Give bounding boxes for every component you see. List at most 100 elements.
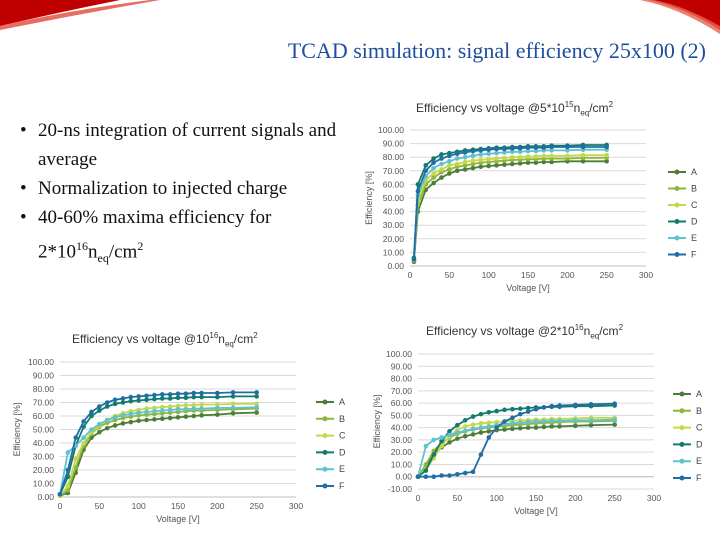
data-point-A <box>478 430 484 435</box>
data-point-E <box>439 161 444 167</box>
y-tick-label: 70.00 <box>33 398 55 408</box>
data-point-E <box>455 430 460 435</box>
legend-marker-F <box>679 475 685 481</box>
data-point-E <box>65 450 71 455</box>
legend-label-E: E <box>691 233 697 243</box>
data-point-F <box>517 146 523 151</box>
data-point-C <box>230 401 236 407</box>
data-point-E <box>454 156 460 161</box>
series-line-E <box>59 406 257 495</box>
data-point-F <box>128 394 134 400</box>
data-point-F <box>159 392 165 397</box>
data-point-A <box>604 158 609 164</box>
series-line-A <box>59 411 257 497</box>
legend-label-D: D <box>339 447 346 457</box>
data-point-C <box>65 483 71 489</box>
y-tick-label: 40.00 <box>391 423 413 433</box>
series-line-A <box>413 160 607 262</box>
data-point-D <box>144 397 149 403</box>
legend-marker-C <box>322 433 328 439</box>
series-line-A <box>417 423 615 478</box>
data-point-E <box>517 420 523 426</box>
data-point-B <box>423 462 429 467</box>
data-point-C <box>486 420 492 426</box>
x-tick-label: 300 <box>639 270 653 280</box>
data-point-F <box>509 146 515 151</box>
data-point-F <box>230 390 236 395</box>
data-point-F <box>541 145 547 150</box>
data-point-F <box>97 404 102 409</box>
data-point-D <box>97 408 102 413</box>
data-point-F <box>65 467 71 473</box>
legend-marker-A <box>674 169 680 175</box>
x-tick-label: 200 <box>210 501 224 511</box>
series-line-C <box>413 154 607 260</box>
x-axis-label: Voltage [V] <box>514 506 558 516</box>
x-axis-label: Voltage [V] <box>506 283 550 293</box>
legend-label-B: B <box>691 184 697 194</box>
data-point-E <box>183 406 189 412</box>
data-point-D <box>439 152 444 157</box>
y-tick-label: 50.00 <box>391 410 413 420</box>
data-point-F <box>612 401 617 407</box>
y-tick-label: 0.00 <box>37 492 54 502</box>
data-point-E <box>478 425 484 430</box>
chart-3-title: Efficiency vs voltage @2*1016neq/cm2 <box>426 323 624 341</box>
y-tick-label: 60.00 <box>383 179 405 189</box>
data-point-D <box>120 400 126 405</box>
data-point-E <box>486 424 492 429</box>
x-axis-label: Voltage [V] <box>156 514 200 524</box>
data-point-B <box>65 487 71 493</box>
data-point-D <box>199 394 204 400</box>
data-point-E <box>230 405 236 411</box>
data-point-D <box>230 394 236 399</box>
legend-label-A: A <box>696 389 702 399</box>
data-point-E <box>144 409 149 415</box>
x-tick-label: 150 <box>521 270 535 280</box>
data-point-A <box>470 165 476 171</box>
data-point-E <box>199 406 204 411</box>
data-point-B <box>431 175 436 180</box>
chart-3-plot: -10.00 0.00 10.00 20.00 30.00 40.00 50.00 60.00… <box>372 349 703 516</box>
y-tick-label: 50.00 <box>33 425 55 435</box>
series-line-B <box>413 157 607 261</box>
data-point-A <box>199 413 204 418</box>
y-tick-label: 100.00 <box>28 357 54 367</box>
data-point-E <box>510 421 515 426</box>
data-point-A <box>557 424 562 429</box>
data-point-D <box>431 452 437 457</box>
data-point-A <box>486 163 491 169</box>
y-tick-label: 10.00 <box>391 459 413 469</box>
data-point-E <box>588 417 594 423</box>
data-point-F <box>502 146 507 152</box>
data-point-D <box>525 405 531 411</box>
data-point-E <box>97 421 102 427</box>
data-point-F <box>486 147 491 153</box>
legend-marker-E <box>679 458 685 464</box>
data-point-C <box>431 171 436 176</box>
series-line-E <box>413 148 607 260</box>
data-point-E <box>509 149 515 155</box>
data-point-A <box>502 427 507 432</box>
data-point-E <box>462 154 468 160</box>
legend-marker-D <box>674 219 680 224</box>
bullet-item: 40-60% maxima efficiency for2*1016neq/cm… <box>18 203 368 273</box>
x-tick-label: 300 <box>647 493 661 503</box>
series-line-C <box>417 416 615 478</box>
x-tick-label: 100 <box>132 501 146 511</box>
data-point-E <box>112 415 118 420</box>
y-tick-label: 70.00 <box>391 386 413 396</box>
data-point-F <box>455 471 460 477</box>
data-point-A <box>230 411 236 416</box>
data-point-A <box>612 422 617 427</box>
legend-marker-B <box>679 408 685 414</box>
data-point-F <box>494 425 499 430</box>
data-point-E <box>549 148 554 153</box>
x-tick-label: 100 <box>490 493 504 503</box>
data-point-E <box>533 419 539 424</box>
data-point-F <box>73 435 79 440</box>
y-tick-label: 80.00 <box>391 374 413 384</box>
y-tick-label: 90.00 <box>391 361 413 371</box>
data-point-A <box>144 417 149 423</box>
data-point-E <box>470 153 476 159</box>
